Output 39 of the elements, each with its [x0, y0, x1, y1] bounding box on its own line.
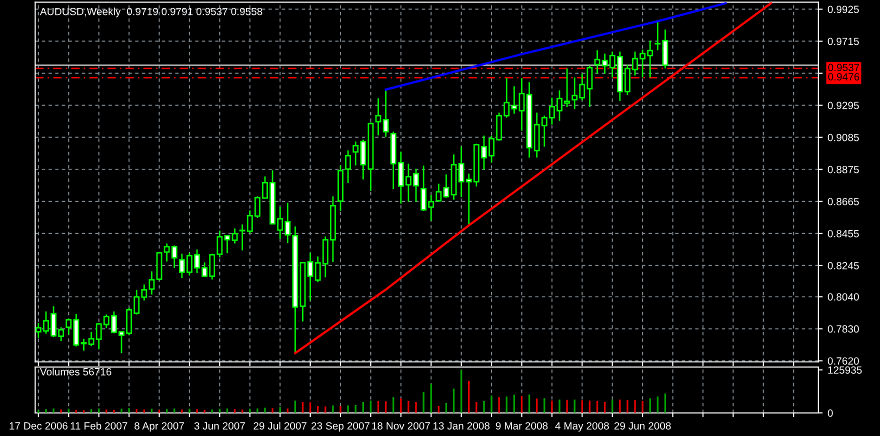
candlestick	[382, 88, 389, 138]
x-tick-label: 29 Jul 2007	[254, 422, 306, 430]
y-tick-label: 0.8245	[828, 262, 859, 270]
y-tick-label: 0.9295	[828, 102, 859, 110]
candlestick	[345, 150, 352, 184]
candlestick	[224, 234, 230, 254]
candlestick	[594, 50, 600, 74]
x-tick-label: 4 May 2008	[555, 422, 609, 432]
y-tick-label: 0.9715	[828, 38, 859, 46]
y-tick-label: 0.8040	[828, 293, 859, 301]
candlestick	[80, 338, 87, 352]
x-tick-label: 3 Jun 2007	[194, 422, 245, 430]
candlestick	[443, 174, 450, 198]
y-tick-label: 0.8665	[828, 198, 859, 206]
candlestick	[518, 78, 525, 132]
candlestick	[232, 228, 238, 244]
candlestick	[375, 98, 382, 136]
chart-title: AUDUSD,Weekly 0.9719 0.9791 0.9537 0.9558	[40, 8, 262, 18]
ref-line-label: 0.9476	[828, 73, 860, 80]
y-tick-label: 0.8455	[828, 230, 859, 238]
y-tick-label: 0.7830	[828, 325, 859, 333]
y-tick-label: 0.8875	[828, 166, 859, 174]
candlestick	[654, 20, 661, 51]
x-tick-label: 18 Nov 2007	[372, 422, 430, 430]
y-tick-label: 0.9085	[828, 134, 859, 142]
x-tick-label: 17 Dec 2006	[10, 422, 68, 430]
y-tick-label: 0	[828, 409, 833, 417]
x-tick-label: 29 Jun 2008	[614, 422, 671, 430]
x-tick-label: 11 Feb 2007	[70, 422, 128, 430]
x-tick-label: 23 Sep 2007	[311, 422, 370, 432]
x-tick-label: 13 Jan 2008	[433, 422, 490, 430]
ref-line-label: 0.9537	[828, 64, 860, 72]
x-tick-label: 8 Apr 2007	[134, 422, 184, 432]
y-tick-label: 0.9925	[828, 6, 859, 14]
x-tick-label: 9 Mar 2008	[496, 422, 548, 430]
y-tick-label: 0.7620	[828, 357, 859, 365]
y-tick-label: 125935	[828, 366, 862, 374]
chart-title: Volumes 56716	[40, 368, 112, 376]
line-series	[384, 2, 727, 91]
